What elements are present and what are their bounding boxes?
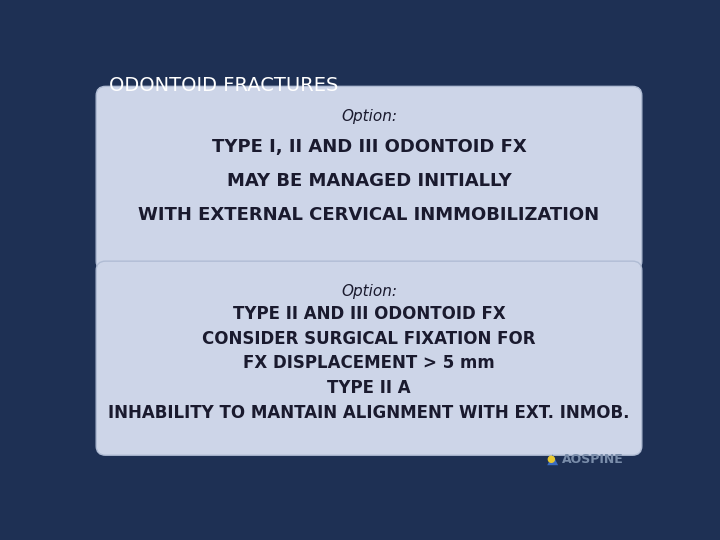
Text: Option:: Option: [341, 284, 397, 299]
Text: MAY BE MANAGED INITIALLY: MAY BE MANAGED INITIALLY [227, 172, 511, 190]
Text: ODONTOID FRACTURES: ODONTOID FRACTURES [109, 76, 338, 96]
FancyBboxPatch shape [96, 261, 642, 455]
Text: TYPE II AND III ODONTOID FX: TYPE II AND III ODONTOID FX [233, 305, 505, 323]
Text: TYPE II A: TYPE II A [327, 379, 411, 397]
Text: WITH EXTERNAL CERVICAL INMMOBILIZATION: WITH EXTERNAL CERVICAL INMMOBILIZATION [138, 206, 600, 224]
Circle shape [549, 456, 554, 462]
Text: INHABILITY TO MANTAIN ALIGNMENT WITH EXT. INMOB.: INHABILITY TO MANTAIN ALIGNMENT WITH EXT… [108, 403, 630, 422]
Text: Option:: Option: [341, 110, 397, 124]
Text: CONSIDER SURGICAL FIXATION FOR: CONSIDER SURGICAL FIXATION FOR [202, 330, 536, 348]
Text: AOSPINE: AOSPINE [562, 453, 624, 467]
Text: FX DISPLACEMENT > 5 mm: FX DISPLACEMENT > 5 mm [243, 354, 495, 373]
Polygon shape [547, 455, 558, 465]
FancyBboxPatch shape [96, 86, 642, 271]
Text: TYPE I, II AND III ODONTOID FX: TYPE I, II AND III ODONTOID FX [212, 138, 526, 156]
